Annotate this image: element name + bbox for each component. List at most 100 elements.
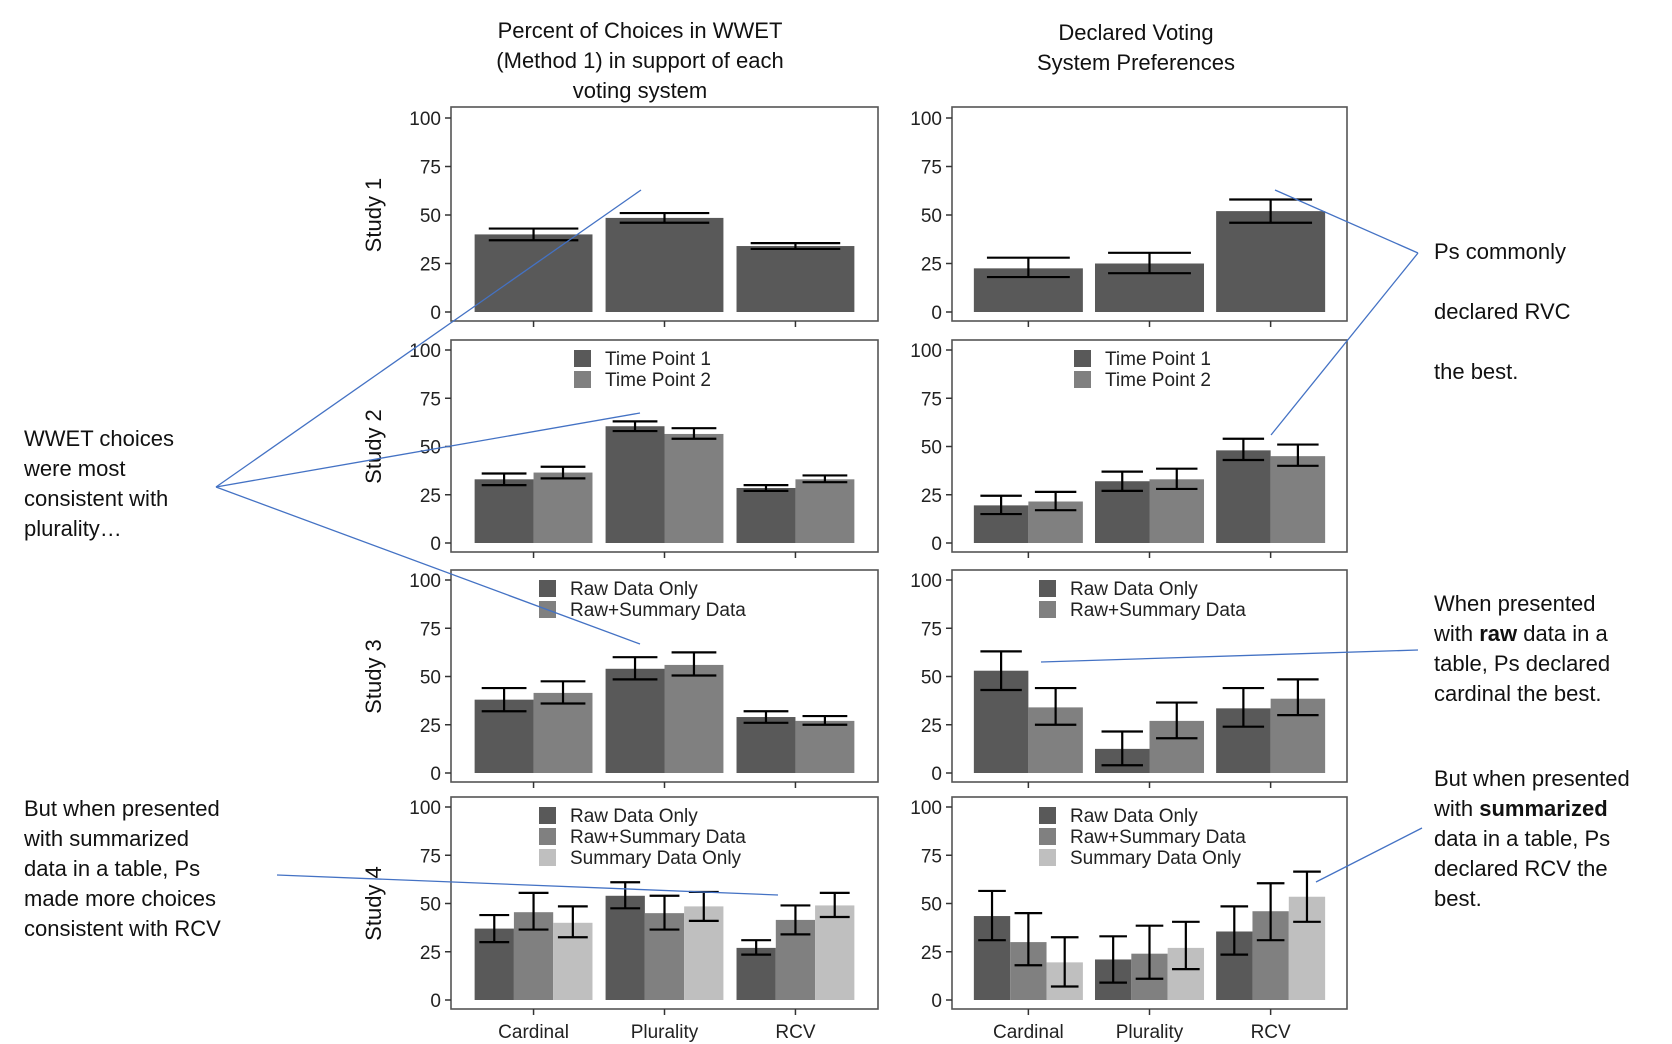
legend-swatch [539, 580, 556, 597]
legend-label: Raw Data Only [1070, 579, 1198, 600]
row-label: Study 3 [361, 639, 386, 714]
bar [605, 895, 645, 1000]
annotation-bold: raw [1479, 621, 1518, 646]
annotation-text: data in a table, Ps declared RCV the bes… [1434, 826, 1611, 911]
y-tick-label: 100 [409, 341, 441, 362]
column-titles: Percent of Choices in WWET (Method 1) in … [496, 18, 1235, 103]
legend-label: Time Point 2 [605, 370, 711, 391]
panel-study-4-declared: 0 25 50 75 100 Cardinal Plurality RCV Raw Data O… [910, 796, 1348, 1043]
y-tick-label: 0 [931, 534, 942, 555]
legend-swatch [1039, 807, 1056, 824]
x-tick-label: RCV [775, 1022, 815, 1043]
x-tick-label: Plurality [1116, 1022, 1184, 1043]
legend-swatch [539, 807, 556, 824]
y-tick-label: 0 [931, 303, 942, 324]
y-tick-label: 50 [921, 206, 942, 227]
x-tick-label: Cardinal [993, 1022, 1064, 1043]
y-tick-label: 25 [921, 255, 942, 276]
callout-line [1315, 827, 1423, 883]
bar [736, 246, 855, 312]
bar [1216, 450, 1271, 543]
y-tick-label: 50 [420, 438, 441, 459]
bar [664, 433, 724, 543]
bar [815, 905, 855, 1000]
y-tick-label: 100 [910, 109, 942, 130]
y-tick-label: 75 [420, 158, 441, 179]
bar [736, 487, 796, 543]
annotation-text: When presented with [1434, 591, 1596, 646]
y-tick-label: 0 [931, 764, 942, 785]
panels: 0 25 50 75 100 Study 1 0 25 50 75 100 0 25 50 75 100 Stu… [361, 106, 1348, 1043]
x-tick-label: RCV [1251, 1022, 1291, 1043]
y-tick-label: 0 [931, 991, 942, 1012]
legend-swatch [1039, 580, 1056, 597]
annotation-line: Ps commonly [1434, 239, 1567, 264]
y-tick-label: 0 [430, 534, 441, 555]
annotation-line: declared RVC [1434, 299, 1571, 324]
y-tick-label: 25 [921, 943, 942, 964]
callout-lines [215, 189, 1423, 896]
x-tick-label: Plurality [631, 1022, 699, 1043]
y-tick-label: 100 [910, 571, 942, 592]
legend-label: Raw Data Only [1070, 806, 1198, 827]
column-title-line: Declared Voting [1058, 20, 1213, 45]
y-tick-label: 25 [420, 716, 441, 737]
annotation-text: data in a table, Ps declared cardinal th… [1434, 621, 1611, 706]
y-tick-label: 50 [420, 206, 441, 227]
annotation-text: But when presented with [1434, 766, 1630, 821]
legend-label: Summary Data Only [1070, 848, 1242, 869]
y-tick-label: 50 [921, 668, 942, 689]
legend-swatch [1039, 601, 1056, 618]
column-title-line: voting system [573, 78, 708, 103]
row-label: Study 4 [361, 866, 386, 941]
y-tick-label: 50 [921, 438, 942, 459]
legend-swatch [1074, 350, 1091, 367]
y-tick-label: 50 [420, 895, 441, 916]
legend-label: Raw+Summary Data [1070, 827, 1246, 848]
bar [605, 668, 665, 773]
bar [1270, 456, 1326, 543]
y-tick-label: 25 [420, 943, 441, 964]
y-tick-label: 50 [921, 895, 942, 916]
legend-swatch [1039, 828, 1056, 845]
y-tick-label: 100 [910, 341, 942, 362]
annotation-wwet-plurality: WWET choices were most consistent with p… [24, 426, 174, 541]
y-tick-label: 25 [921, 486, 942, 507]
bar [474, 479, 534, 543]
y-tick-label: 0 [430, 303, 441, 324]
bar [795, 720, 855, 773]
legend-label: Raw Data Only [570, 806, 698, 827]
column-title-line: System Preferences [1037, 50, 1235, 75]
bar [736, 717, 796, 773]
legend-swatch [574, 350, 591, 367]
bar [795, 479, 855, 543]
y-tick-label: 100 [409, 571, 441, 592]
annotation-declared-rcv: Ps commonly declared RVC the best. [1434, 207, 1571, 417]
row-label: Study 1 [361, 178, 386, 253]
bar [533, 692, 593, 773]
column-title-line: Percent of Choices in WWET [498, 18, 783, 43]
y-tick-label: 75 [921, 158, 942, 179]
legend-label: Time Point 1 [605, 349, 711, 370]
legend-label: Raw+Summary Data [570, 600, 746, 621]
y-tick-label: 0 [430, 764, 441, 785]
bar [736, 947, 776, 1000]
y-tick-label: 75 [420, 389, 441, 410]
callout-line [276, 874, 779, 896]
x-tick-label: Cardinal [498, 1022, 569, 1043]
y-tick-label: 50 [420, 668, 441, 689]
annotation-bold: summarized [1479, 796, 1608, 821]
legend-swatch [1074, 371, 1091, 388]
y-tick-label: 75 [921, 619, 942, 640]
annotation-summary-rcv: But when presented with summarized data … [1434, 764, 1630, 914]
panel-study-1-wwet: 0 25 50 75 100 Study 1 [361, 106, 879, 327]
